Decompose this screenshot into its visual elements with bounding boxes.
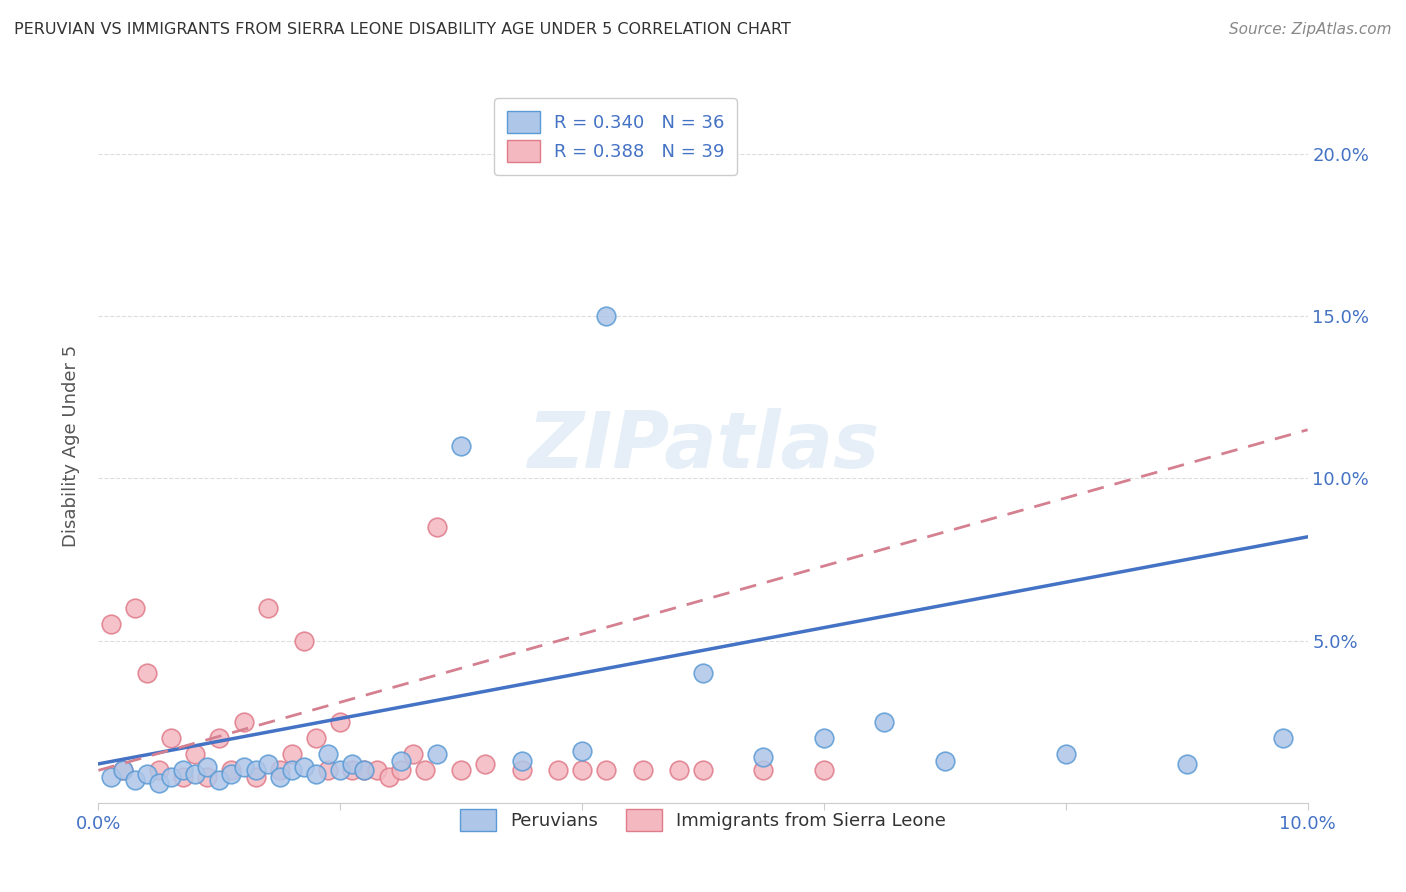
- Point: [571, 764, 593, 778]
- Point: [342, 756, 364, 771]
- Point: [1175, 756, 1198, 771]
- Point: [342, 764, 364, 778]
- Point: [329, 714, 352, 729]
- Point: [752, 764, 775, 778]
- Point: [316, 764, 339, 778]
- Text: Source: ZipAtlas.com: Source: ZipAtlas.com: [1229, 22, 1392, 37]
- Point: [100, 770, 122, 784]
- Point: [366, 764, 388, 778]
- Point: [172, 764, 194, 778]
- Point: [353, 764, 375, 778]
- Point: [124, 601, 146, 615]
- Point: [281, 764, 304, 778]
- Point: [692, 764, 714, 778]
- Point: [184, 747, 207, 761]
- Point: [111, 764, 134, 778]
- Point: [389, 754, 412, 768]
- Point: [172, 770, 194, 784]
- Point: [413, 764, 436, 778]
- Point: [668, 764, 690, 778]
- Point: [245, 770, 267, 784]
- Point: [474, 756, 496, 771]
- Point: [547, 764, 569, 778]
- Point: [595, 310, 617, 324]
- Point: [281, 747, 304, 761]
- Point: [595, 764, 617, 778]
- Point: [256, 756, 278, 771]
- Point: [292, 760, 315, 774]
- Point: [195, 760, 218, 774]
- Point: [232, 760, 254, 774]
- Point: [305, 766, 328, 780]
- Point: [221, 766, 243, 780]
- Point: [100, 617, 122, 632]
- Point: [124, 773, 146, 788]
- Point: [402, 747, 425, 761]
- Point: [353, 764, 375, 778]
- Legend: Peruvians, Immigrants from Sierra Leone: Peruvians, Immigrants from Sierra Leone: [447, 797, 959, 844]
- Point: [184, 766, 207, 780]
- Y-axis label: Disability Age Under 5: Disability Age Under 5: [62, 345, 80, 547]
- Point: [135, 666, 157, 681]
- Point: [450, 764, 472, 778]
- Point: [389, 764, 412, 778]
- Point: [329, 764, 352, 778]
- Point: [245, 764, 267, 778]
- Point: [510, 764, 533, 778]
- Point: [450, 439, 472, 453]
- Point: [292, 633, 315, 648]
- Point: [571, 744, 593, 758]
- Point: [232, 714, 254, 729]
- Point: [631, 764, 654, 778]
- Point: [305, 731, 328, 745]
- Point: [269, 770, 291, 784]
- Point: [510, 754, 533, 768]
- Point: [934, 754, 956, 768]
- Point: [692, 666, 714, 681]
- Text: PERUVIAN VS IMMIGRANTS FROM SIERRA LEONE DISABILITY AGE UNDER 5 CORRELATION CHAR: PERUVIAN VS IMMIGRANTS FROM SIERRA LEONE…: [14, 22, 792, 37]
- Point: [813, 764, 835, 778]
- Point: [195, 770, 218, 784]
- Point: [873, 714, 896, 729]
- Point: [221, 764, 243, 778]
- Point: [256, 601, 278, 615]
- Point: [111, 764, 134, 778]
- Point: [269, 764, 291, 778]
- Point: [1054, 747, 1077, 761]
- Point: [426, 747, 449, 761]
- Point: [1272, 731, 1295, 745]
- Point: [426, 520, 449, 534]
- Point: [160, 731, 183, 745]
- Point: [316, 747, 339, 761]
- Point: [135, 766, 157, 780]
- Point: [148, 764, 170, 778]
- Point: [208, 773, 231, 788]
- Point: [813, 731, 835, 745]
- Point: [377, 770, 399, 784]
- Point: [752, 750, 775, 764]
- Text: ZIPatlas: ZIPatlas: [527, 408, 879, 484]
- Point: [160, 770, 183, 784]
- Point: [148, 776, 170, 790]
- Point: [208, 731, 231, 745]
